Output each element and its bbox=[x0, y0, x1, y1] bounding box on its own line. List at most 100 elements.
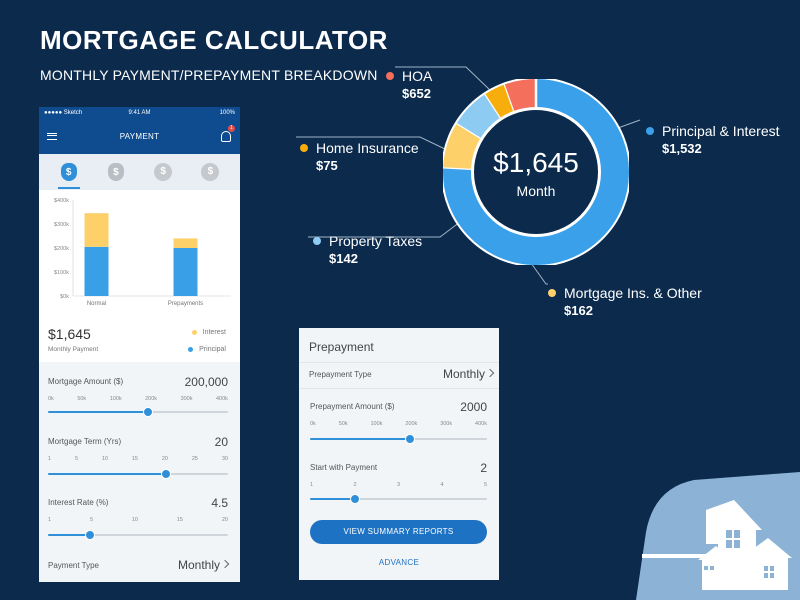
start-payment-slider[interactable] bbox=[310, 494, 487, 504]
tab-refinance[interactable]: $ bbox=[150, 159, 176, 185]
prepayment-type-label: Prepayment Type bbox=[309, 370, 372, 379]
mortgage-term-slider[interactable] bbox=[48, 469, 228, 479]
status-time: 9:41 AM bbox=[128, 109, 151, 116]
prepayment-body: Prepayment Type Monthly Prepayment Amoun… bbox=[299, 363, 499, 580]
mortgage-amount-slider[interactable] bbox=[48, 407, 228, 417]
coin-refresh-icon: $ bbox=[201, 163, 220, 181]
payment-donut-chart: $1,645 Month bbox=[441, 77, 631, 267]
bell-icon[interactable] bbox=[221, 131, 231, 142]
prepayment-amount-value[interactable]: 2000 bbox=[460, 400, 487, 414]
interest-rate-slider[interactable] bbox=[48, 530, 228, 540]
legend-property-taxes: Property Taxes $142 bbox=[313, 233, 422, 267]
status-bar: ●●●●● Sketch 9:41 AM 100% bbox=[39, 107, 240, 118]
prepayment-type-value[interactable]: Monthly bbox=[443, 367, 495, 381]
interest-rate-thumb[interactable] bbox=[85, 530, 96, 540]
bar-interest-prepayments bbox=[173, 238, 198, 248]
bar-principal-prepayments bbox=[173, 248, 198, 296]
prepayment-amount-fill bbox=[310, 438, 410, 440]
donut-center-label: Month bbox=[516, 183, 556, 199]
money-bag-icon: $ bbox=[60, 163, 77, 181]
interest-rate-ticks: 1 5 10 15 20 bbox=[48, 517, 228, 523]
interest-rate-value[interactable]: 4.5 bbox=[211, 496, 228, 510]
donut-slice-separator bbox=[503, 83, 516, 112]
mortgage-amount-value[interactable]: 200,000 bbox=[184, 375, 228, 389]
y-tick-label: $300k bbox=[54, 222, 69, 228]
coin-cycle-icon: $ bbox=[154, 163, 173, 181]
y-tick-label: $400k bbox=[54, 198, 69, 204]
page-subtitle: MONTHLY PAYMENT/PREPAYMENT BREAKDOWN bbox=[40, 67, 378, 83]
mortgage-amount-label: Mortgage Amount ($) bbox=[48, 377, 124, 386]
legend-property-taxes-dot bbox=[313, 237, 321, 245]
app-bar: PAYMENT 1 bbox=[39, 118, 240, 154]
page-title: MORTGAGE CALCULATOR bbox=[40, 25, 388, 55]
prepayment-amount-thumb[interactable] bbox=[405, 434, 415, 444]
mortgage-amount-fill bbox=[48, 411, 148, 413]
leader-line-home-insurance bbox=[296, 136, 448, 151]
notification-badge: 1 bbox=[228, 125, 235, 132]
money-bags-icon: $ bbox=[107, 163, 124, 181]
divider bbox=[299, 388, 499, 389]
calculator-tabs: $ $ $ $ bbox=[39, 154, 240, 190]
bar-chart-svg: $400k $300k $200k $100k $0k Normal Prepayments bbox=[54, 198, 231, 307]
mortgage-term-thumb[interactable] bbox=[160, 469, 171, 479]
prepayment-amount-label: Prepayment Amount ($) bbox=[310, 402, 395, 411]
prepayment-title: Prepayment bbox=[299, 328, 499, 363]
interest-rate-label: Interest Rate (%) bbox=[48, 498, 109, 507]
leader-line-hoa bbox=[395, 66, 493, 93]
payment-type-label: Payment Type bbox=[48, 561, 99, 570]
donut-slice-home-insurance bbox=[485, 84, 515, 118]
phone-mockup: ●●●●● Sketch 9:41 AM 100% PAYMENT 1 $ $ … bbox=[39, 107, 240, 582]
leader-line-property-taxes bbox=[308, 221, 461, 238]
status-carrier: ●●●●● Sketch bbox=[44, 109, 83, 116]
stacked-bar-chart: $400k $300k $200k $100k $0k Normal Prepayments bbox=[39, 190, 240, 320]
legend-principal-interest: Principal & Interest $1,532 bbox=[646, 123, 780, 157]
legend-interest: Interest bbox=[191, 329, 226, 336]
donut-center-value: $1,645 bbox=[493, 147, 579, 178]
tab-amortization[interactable]: $ bbox=[197, 159, 223, 185]
view-summary-reports-button[interactable]: VIEW SUMMARY REPORTS bbox=[310, 520, 487, 544]
legend-mortgage-ins: Mortgage Ins. & Other $162 bbox=[548, 285, 702, 319]
mortgage-term-fill bbox=[48, 473, 166, 475]
legend-principal-interest-dot bbox=[646, 127, 654, 135]
donut-slice-mortgage-ins-other bbox=[443, 123, 482, 170]
y-tick-label: $100k bbox=[54, 270, 69, 276]
advance-link[interactable]: ADVANCE bbox=[378, 558, 420, 567]
legend-mortgage-ins-dot bbox=[548, 289, 556, 297]
leader-line-mortgage-ins bbox=[525, 255, 548, 285]
chevron-right-icon bbox=[485, 368, 495, 378]
donut-slice-principal-interest bbox=[443, 79, 629, 265]
prepayment-amount-slider[interactable] bbox=[310, 434, 487, 444]
legend-principal-dot bbox=[188, 346, 194, 352]
mortgage-term-value[interactable]: 20 bbox=[214, 435, 228, 449]
menu-icon[interactable] bbox=[47, 132, 57, 140]
x-tick-label: Prepayments bbox=[168, 301, 203, 307]
prepayment-card: Prepayment Prepayment Type Monthly Prepa… bbox=[299, 328, 499, 580]
payment-type-value[interactable]: Monthly bbox=[178, 558, 230, 572]
tab-savings[interactable]: $ bbox=[103, 159, 129, 185]
donut-slice-hoa bbox=[504, 79, 537, 111]
y-tick-label: $200k bbox=[54, 246, 69, 252]
bar-principal-normal bbox=[84, 246, 109, 296]
start-payment-value[interactable]: 2 bbox=[480, 461, 487, 475]
prepayment-amount-ticks: 0k 50k 100k 200k 300k 400k bbox=[310, 421, 487, 427]
tab-payment[interactable]: $ bbox=[56, 159, 82, 189]
app-bar-title: PAYMENT bbox=[119, 131, 160, 141]
mortgage-term-label: Mortgage Term (Yrs) bbox=[48, 437, 122, 446]
legend-principal: Principal bbox=[188, 346, 226, 353]
monthly-payment-amount: $1,645 bbox=[48, 326, 91, 342]
start-payment-fill bbox=[310, 498, 356, 500]
interest-rate-fill bbox=[48, 534, 91, 536]
legend-home-insurance: Home Insurance $75 bbox=[300, 140, 419, 174]
legend-hoa-dot bbox=[386, 72, 394, 80]
donut-svg bbox=[441, 77, 631, 267]
start-payment-label: Start with Payment bbox=[310, 463, 378, 472]
start-payment-thumb[interactable] bbox=[350, 494, 361, 504]
mortgage-amount-thumb[interactable] bbox=[142, 407, 153, 417]
legend-hoa: HOA $652 bbox=[386, 68, 432, 102]
loan-controls: Mortgage Amount ($) 200,000 0k 50k 100k 200… bbox=[39, 362, 240, 582]
status-battery: 100% bbox=[219, 109, 235, 116]
legend-interest-dot bbox=[191, 329, 197, 335]
mortgage-amount-ticks: 0k 50k 100k 200k 300k 400k bbox=[48, 396, 228, 402]
house-logo-icon bbox=[636, 472, 800, 600]
